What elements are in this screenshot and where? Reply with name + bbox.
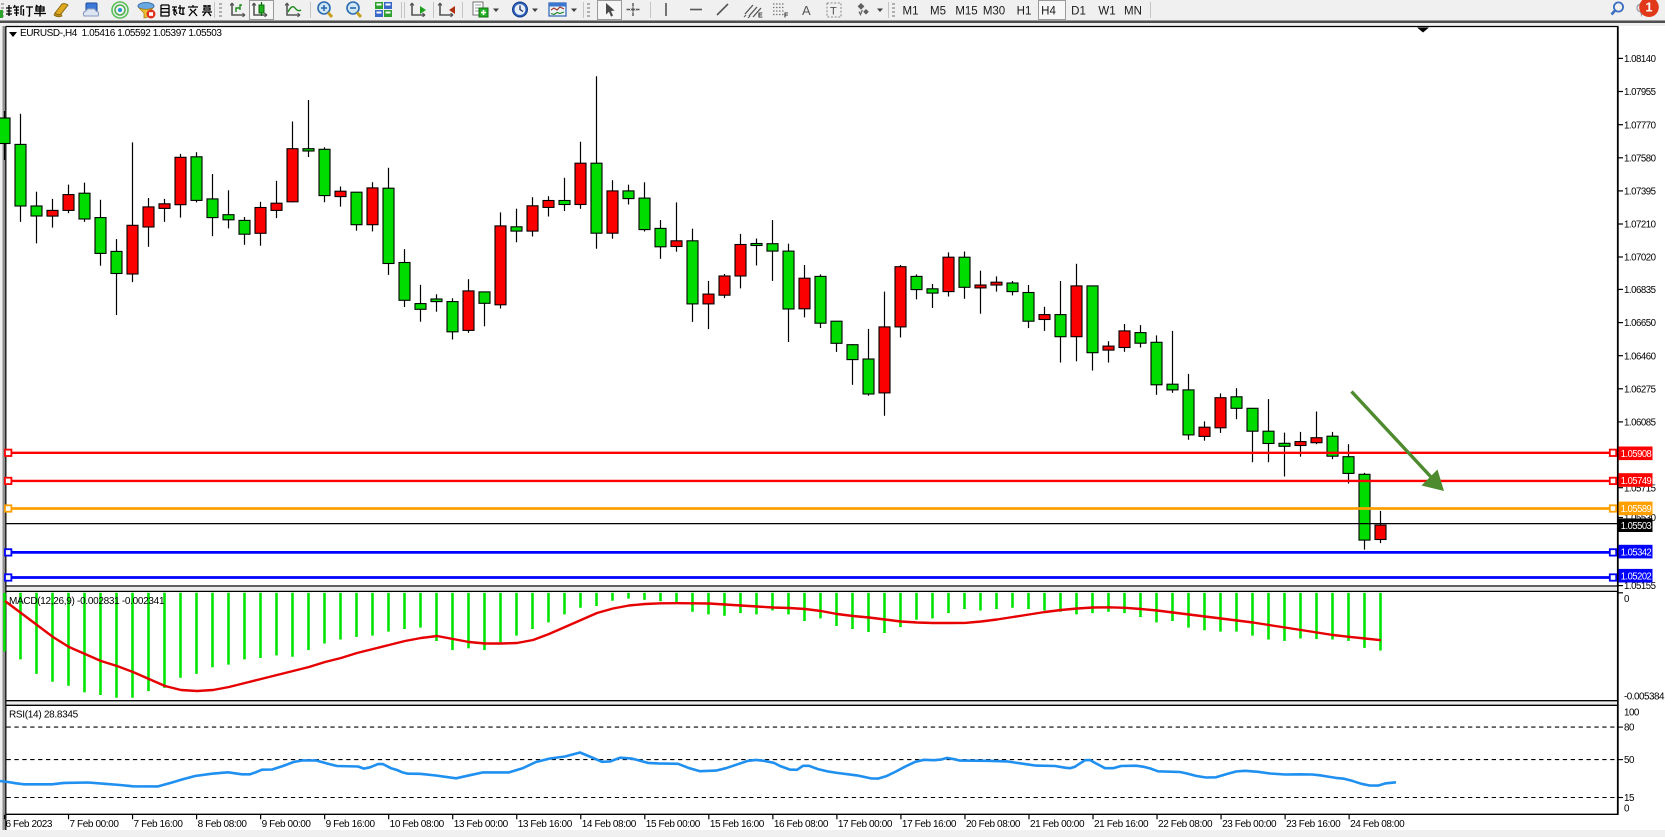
svg-text:9 Feb 16:00: 9 Feb 16:00 [326, 819, 376, 830]
svg-text:M15: M15 [955, 6, 977, 18]
svg-text:W1: W1 [1098, 6, 1115, 18]
svg-text:1.05342: 1.05342 [1621, 547, 1652, 558]
svg-text:24 Feb 08:00: 24 Feb 08:00 [1350, 819, 1405, 830]
svg-text:M30: M30 [983, 6, 1005, 18]
svg-text:9 Feb 00:00: 9 Feb 00:00 [262, 819, 312, 830]
svg-text:100: 100 [1624, 708, 1640, 719]
svg-text:1.07020: 1.07020 [1624, 253, 1657, 264]
svg-text:1.05202: 1.05202 [1621, 572, 1652, 583]
svg-text:23 Feb 16:00: 23 Feb 16:00 [1286, 819, 1341, 830]
svg-text:F: F [784, 13, 789, 20]
svg-text:0: 0 [1624, 803, 1630, 814]
svg-text:1.05155: 1.05155 [1624, 581, 1657, 592]
svg-text:1.06275: 1.06275 [1624, 384, 1657, 395]
svg-text:T: T [830, 6, 837, 18]
svg-text:17 Feb 16:00: 17 Feb 16:00 [902, 819, 957, 830]
svg-text:1.05715: 1.05715 [1624, 483, 1657, 494]
svg-text:22 Feb 08:00: 22 Feb 08:00 [1158, 819, 1213, 830]
svg-text:20 Feb 08:00: 20 Feb 08:00 [966, 819, 1021, 830]
svg-text:D1: D1 [1071, 6, 1086, 18]
svg-text:15: 15 [1624, 793, 1635, 804]
svg-text:RSI(14) 28.8345: RSI(14) 28.8345 [9, 710, 79, 721]
svg-text:H1: H1 [1017, 6, 1032, 18]
svg-text:14 Feb 08:00: 14 Feb 08:00 [582, 819, 637, 830]
svg-text:8 Feb 08:00: 8 Feb 08:00 [198, 819, 248, 830]
svg-text:1.05749: 1.05749 [1621, 476, 1652, 487]
svg-text:13 Feb 16:00: 13 Feb 16:00 [518, 819, 573, 830]
svg-text:15 Feb 16:00: 15 Feb 16:00 [710, 819, 765, 830]
svg-text:M1: M1 [903, 6, 919, 18]
svg-text:1.07770: 1.07770 [1624, 120, 1657, 131]
svg-text:50: 50 [1624, 755, 1635, 766]
svg-text:E: E [758, 13, 763, 20]
svg-text:23 Feb 00:00: 23 Feb 00:00 [1222, 819, 1277, 830]
svg-text:17 Feb 00:00: 17 Feb 00:00 [838, 819, 893, 830]
svg-text:7 Feb 16:00: 7 Feb 16:00 [134, 819, 184, 830]
svg-text:H4: H4 [1041, 6, 1056, 18]
svg-text:1.06835: 1.06835 [1624, 285, 1657, 296]
svg-text:-0.005384: -0.005384 [1624, 691, 1665, 702]
svg-text:MN: MN [1124, 6, 1142, 18]
svg-text:1.07210: 1.07210 [1624, 220, 1657, 231]
svg-text:10 Feb 08:00: 10 Feb 08:00 [390, 819, 445, 830]
svg-text:1.06650: 1.06650 [1624, 318, 1657, 329]
svg-text:1.07580: 1.07580 [1624, 153, 1657, 164]
svg-text:1.05503: 1.05503 [1621, 521, 1652, 532]
svg-text:MACD(12,26,9) -0.002831 -0.002: MACD(12,26,9) -0.002831 -0.002341 [9, 596, 165, 607]
svg-text:1.05908: 1.05908 [1621, 449, 1652, 460]
svg-text:16 Feb 08:00: 16 Feb 08:00 [774, 819, 829, 830]
svg-text:1.07955: 1.07955 [1624, 87, 1657, 98]
svg-text:7 Feb 00:00: 7 Feb 00:00 [70, 819, 120, 830]
svg-text:21 Feb 16:00: 21 Feb 16:00 [1094, 819, 1149, 830]
svg-text:1.08140: 1.08140 [1624, 54, 1657, 65]
svg-text:A: A [802, 3, 811, 18]
svg-text:0: 0 [1624, 594, 1630, 605]
svg-text:80: 80 [1624, 723, 1635, 734]
svg-text:15 Feb 00:00: 15 Feb 00:00 [646, 819, 701, 830]
svg-text:1.06085: 1.06085 [1624, 418, 1657, 429]
svg-text:6 Feb 2023: 6 Feb 2023 [6, 819, 53, 830]
svg-text:21 Feb 00:00: 21 Feb 00:00 [1030, 819, 1085, 830]
svg-text:13 Feb 00:00: 13 Feb 00:00 [454, 819, 509, 830]
svg-text:M5: M5 [930, 6, 946, 18]
svg-text:1.06460: 1.06460 [1624, 351, 1657, 362]
svg-text:1.05589: 1.05589 [1621, 504, 1652, 515]
svg-text:1: 1 [1645, 0, 1652, 15]
svg-text:1.07395: 1.07395 [1624, 187, 1657, 198]
